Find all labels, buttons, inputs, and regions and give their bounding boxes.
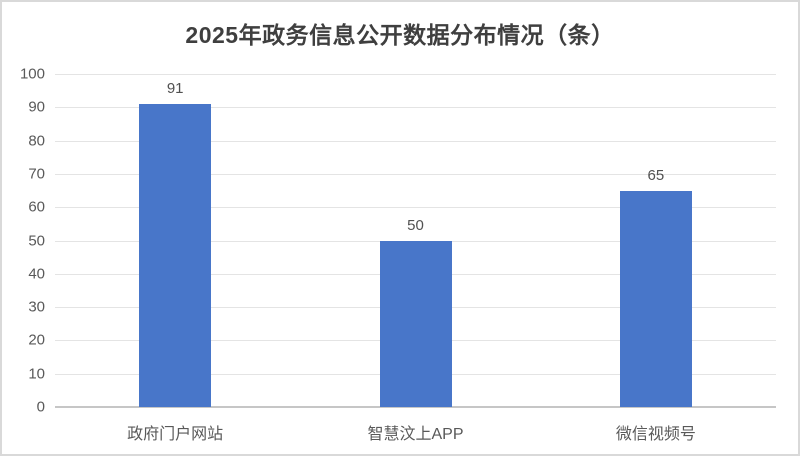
y-tick-label: 20 (28, 331, 45, 349)
bar-value-label: 50 (407, 216, 424, 234)
gridline (55, 207, 776, 209)
chart-title: 2025年政务信息公开数据分布情况（条） (185, 22, 615, 48)
x-tick-label: 政府门户网站 (127, 426, 224, 443)
bar-value-label: 65 (647, 166, 665, 184)
y-tick-label: 40 (28, 265, 45, 283)
bar-智慧汶上APP (379, 240, 452, 407)
y-tick-label: 10 (28, 365, 45, 383)
bar-value-label: 91 (166, 79, 184, 97)
gridline (55, 173, 776, 175)
y-tick-label: 90 (28, 98, 45, 116)
x-axis: 政府门户网站 智慧汶上APP 微信视频号 (55, 414, 776, 444)
bar-微信视频号 (619, 190, 692, 407)
y-tick-label: 0 (36, 398, 45, 416)
y-tick-label: 60 (28, 198, 45, 216)
y-tick-label: 50 (28, 232, 45, 249)
y-tick-label: 100 (19, 65, 45, 83)
y-axis: 0 10 20 30 40 50 60 70 80 90 100 (2, 66, 45, 416)
x-tick-label: 智慧汶上APP (367, 426, 464, 443)
gridline (55, 74, 776, 75)
y-tick-label: 30 (28, 298, 45, 316)
gridline (55, 107, 776, 109)
bar-政府门户网站 (139, 103, 212, 407)
plot-area: 91 50 65 (55, 74, 776, 408)
gridline (55, 140, 776, 142)
x-axis-line (55, 406, 776, 408)
x-tick-label: 微信视频号 (615, 426, 696, 443)
y-tick-label: 70 (28, 165, 45, 183)
y-tick-label: 80 (28, 132, 45, 150)
